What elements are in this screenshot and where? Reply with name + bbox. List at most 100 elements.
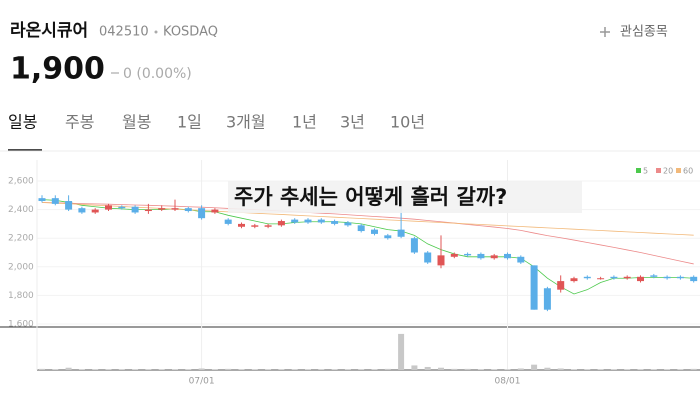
- volume-bar: [650, 369, 657, 370]
- volume-bar: [172, 369, 178, 370]
- volume-bar: [238, 369, 245, 370]
- volume-bar: [198, 368, 205, 370]
- candle-body: [264, 225, 272, 227]
- candle-body: [198, 208, 206, 219]
- volume-bar: [92, 369, 99, 370]
- candle-body: [371, 229, 378, 234]
- x-tick-label: 07/01: [189, 377, 215, 387]
- volume-bar: [39, 368, 45, 370]
- volume-bar: [145, 369, 152, 370]
- tab[interactable]: 3년: [340, 113, 365, 132]
- volume-bar: [557, 368, 564, 370]
- y-tick-label: 2,200: [8, 234, 34, 244]
- volume-bar: [225, 368, 232, 370]
- candle-body: [184, 208, 192, 212]
- tab[interactable]: 1일: [177, 113, 202, 132]
- legend-swatch: [636, 168, 641, 173]
- candle-body: [690, 276, 698, 282]
- volume-bar: [477, 369, 484, 370]
- candle-body: [450, 253, 458, 257]
- tab[interactable]: 주봉: [65, 113, 94, 132]
- volume-bar: [571, 369, 577, 370]
- candle-body: [211, 209, 219, 213]
- volume-bar: [105, 369, 112, 370]
- separator-dot: [154, 30, 158, 34]
- volume-bar: [78, 369, 85, 370]
- candle-body: [597, 278, 605, 280]
- volume-bar: [344, 369, 351, 370]
- candle-body: [118, 206, 126, 209]
- volume-bar: [398, 333, 405, 370]
- candle-body: [530, 265, 538, 310]
- tab[interactable]: 1년: [292, 113, 317, 132]
- candle-body: [331, 221, 339, 224]
- volume-bar: [624, 369, 631, 370]
- y-tick-label: 2,600: [8, 177, 34, 187]
- volume-bar: [211, 369, 218, 370]
- legend-label: 20: [663, 167, 673, 176]
- candle-body: [676, 276, 684, 279]
- candle-body: [663, 276, 671, 279]
- volume-bar: [371, 369, 378, 370]
- candle-body: [570, 278, 578, 282]
- volume-bar: [65, 367, 72, 370]
- volume-bar: [544, 367, 551, 370]
- candle-body: [317, 219, 325, 223]
- ma-line: [41, 202, 694, 265]
- y-tick-label: 2,000: [8, 262, 34, 272]
- x-tick-label: 08/01: [495, 377, 521, 387]
- candle-body: [91, 209, 99, 213]
- volume-bar: [677, 369, 684, 370]
- watch-button[interactable]: 관심종목: [600, 25, 668, 40]
- watch-label: 관심종목: [620, 25, 668, 40]
- candle-body: [238, 223, 245, 227]
- candle-body: [65, 201, 73, 210]
- volume-bar: [318, 369, 325, 370]
- tab[interactable]: 일봉: [8, 113, 37, 132]
- candle-body: [357, 225, 365, 232]
- candle-body: [131, 206, 139, 213]
- tab-bar: 일봉 주봉 월봉 1일 3개월 1년 3년 10년: [8, 113, 425, 132]
- candle-body: [543, 288, 551, 310]
- candle-body: [51, 198, 59, 204]
- overlay-text: 주가 추세는 어떻게 흘러 갈까?: [234, 185, 507, 209]
- candle-body: [291, 219, 299, 223]
- volume-bar: [597, 369, 604, 370]
- volume-bar: [504, 369, 511, 370]
- tab[interactable]: 월봉: [122, 113, 151, 132]
- volume-bar: [584, 369, 591, 370]
- candle-body: [397, 229, 405, 237]
- stock-name: 라온시큐어: [10, 21, 88, 41]
- candle-body: [464, 253, 472, 256]
- ma-line: [41, 199, 694, 295]
- candle-body: [410, 238, 418, 253]
- volume-bar: [438, 367, 444, 370]
- volume-bar: [185, 369, 192, 370]
- candle-body: [583, 276, 591, 279]
- candle-body: [144, 209, 152, 212]
- stock-market: KOSDAQ: [163, 25, 218, 40]
- candle-body: [637, 276, 644, 282]
- volume-bar: [358, 369, 365, 370]
- volume-bar: [690, 368, 697, 370]
- volume-bar: [517, 368, 524, 370]
- candle-body: [477, 253, 485, 259]
- tab[interactable]: 10년: [390, 113, 425, 132]
- tab[interactable]: 3개월: [226, 113, 266, 132]
- candle-body: [38, 198, 46, 202]
- price-change: 0 (0.00%): [123, 66, 192, 82]
- volume-bar: [531, 364, 538, 370]
- legend-swatch: [676, 168, 681, 173]
- legend-label: 5: [643, 167, 648, 176]
- price: 1,900: [10, 52, 105, 87]
- candle-body: [304, 219, 312, 223]
- y-tick-label: 1,600: [8, 320, 34, 330]
- volume-bar: [118, 369, 125, 370]
- ma-line: [41, 202, 694, 236]
- stock-code: 042510: [99, 25, 149, 40]
- volume-bar: [424, 366, 431, 370]
- volume-bar: [291, 369, 298, 370]
- volume-bar: [464, 368, 471, 370]
- candle-body: [224, 219, 232, 224]
